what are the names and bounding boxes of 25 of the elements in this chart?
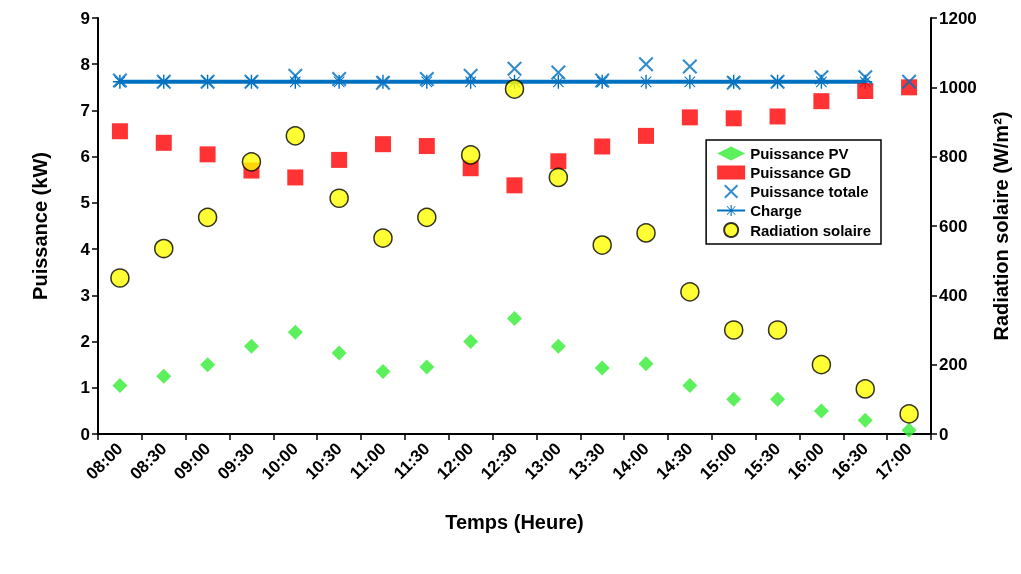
y-tick-label: 8 bbox=[80, 54, 90, 74]
y-tick-label: 7 bbox=[80, 100, 90, 120]
y-tick-label: 2 bbox=[80, 332, 90, 352]
y2-tick-label: 1000 bbox=[939, 77, 977, 97]
y2-tick-label: 1200 bbox=[939, 8, 977, 28]
y-axis-title: Puissance (kW) bbox=[29, 152, 51, 300]
y-tick-label: 1 bbox=[80, 378, 90, 398]
y2-tick-label: 600 bbox=[939, 216, 968, 236]
y2-tick-label: 200 bbox=[939, 355, 968, 375]
legend-label: Puissance GD bbox=[750, 164, 852, 181]
y-tick-label: 9 bbox=[80, 8, 90, 28]
y2-tick-label: 800 bbox=[939, 147, 968, 167]
y2-tick-label: 0 bbox=[939, 424, 949, 444]
y2-tick-label: 400 bbox=[939, 285, 968, 305]
legend-label: Radiation solaire bbox=[750, 221, 872, 239]
legend-label: Charge bbox=[750, 202, 802, 219]
y2-axis-title: Radiation solaire (W/m²) bbox=[990, 111, 1012, 341]
y-tick-label: 4 bbox=[80, 239, 91, 259]
y-tick-label: 0 bbox=[80, 424, 90, 444]
legend-label: Puissance totale bbox=[750, 183, 869, 200]
y-tick-label: 6 bbox=[80, 147, 90, 167]
y-tick-label: 3 bbox=[80, 285, 90, 305]
y-tick-label: 5 bbox=[80, 193, 90, 213]
legend-label: Puissance PV bbox=[750, 145, 849, 162]
x-axis-title: Temps (Heure) bbox=[445, 511, 584, 533]
